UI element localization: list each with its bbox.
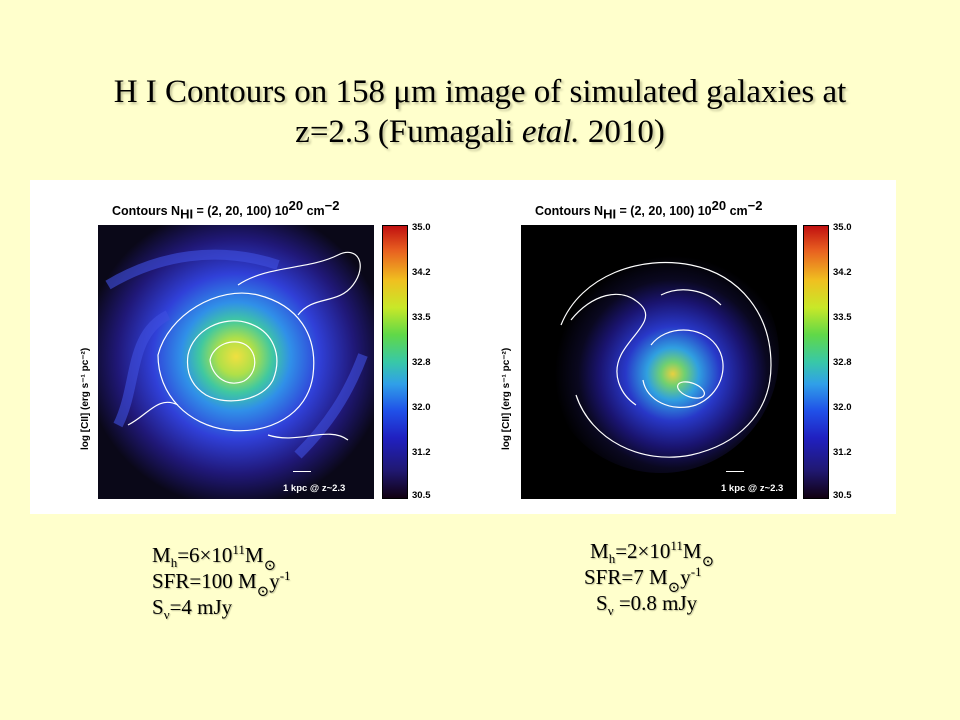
panel-right-ylabel: log [CII] (erg s⁻¹ pc⁻²) [501, 347, 512, 450]
galaxy-map-right: 1 kpc @ z~2.3 [521, 225, 797, 499]
title-line-2: z=2.3 (Fumagali etal. 2010) [295, 114, 665, 150]
sun-icon: ⊙ [667, 580, 681, 597]
right-halo-mass: Mh=2×1011M⊙ [590, 538, 715, 571]
left-galaxy-properties: Mh=6×1011M⊙ SFR=100 M⊙y-1 Sν=4 mJy [152, 542, 291, 623]
panel-right: Contours NHI = (2, 20, 100) 1020 cm−2 lo… [501, 197, 852, 501]
simulation-figure: Contours NHI = (2, 20, 100) 1020 cm−2 lo… [30, 180, 896, 514]
sun-icon: ⊙ [701, 554, 715, 571]
colorbar-right [803, 225, 829, 499]
title-line-1: H I Contours on 158 μm image of simulate… [113, 74, 847, 110]
panel-right-scale: 1 kpc @ z~2.3 [721, 483, 783, 494]
left-flux: Sν=4 mJy [152, 595, 233, 623]
panel-right-title: Contours NHI = (2, 20, 100) 1020 cm−2 [535, 197, 763, 222]
galaxy-map-left: 1 kpc @ z~2.3 [98, 225, 374, 499]
right-sfr: SFR=7 M⊙y-1 [584, 564, 702, 597]
right-flux: Sν =0.8 mJy [596, 591, 698, 619]
panel-left-ylabel: log [CII] (erg s⁻¹ pc⁻²) [80, 347, 91, 450]
left-sfr: SFR=100 M⊙y-1 [152, 568, 291, 601]
panel-left-scale: 1 kpc @ z~2.3 [283, 483, 345, 494]
panel-left-title: Contours NHI = (2, 20, 100) 1020 cm−2 [112, 197, 340, 222]
slide-title: H I Contours on 158 μm image of simulate… [0, 72, 960, 152]
right-galaxy-properties: Mh=2×1011M⊙ SFR=7 M⊙y-1 Sν =0.8 mJy [584, 538, 715, 619]
panel-left: Contours NHI = (2, 20, 100) 1020 cm−2 lo… [80, 197, 431, 501]
sun-icon: ⊙ [256, 584, 270, 601]
sun-icon: ⊙ [263, 558, 277, 575]
colorbar-left [382, 225, 408, 499]
left-halo-mass: Mh=6×1011M⊙ [152, 542, 277, 575]
